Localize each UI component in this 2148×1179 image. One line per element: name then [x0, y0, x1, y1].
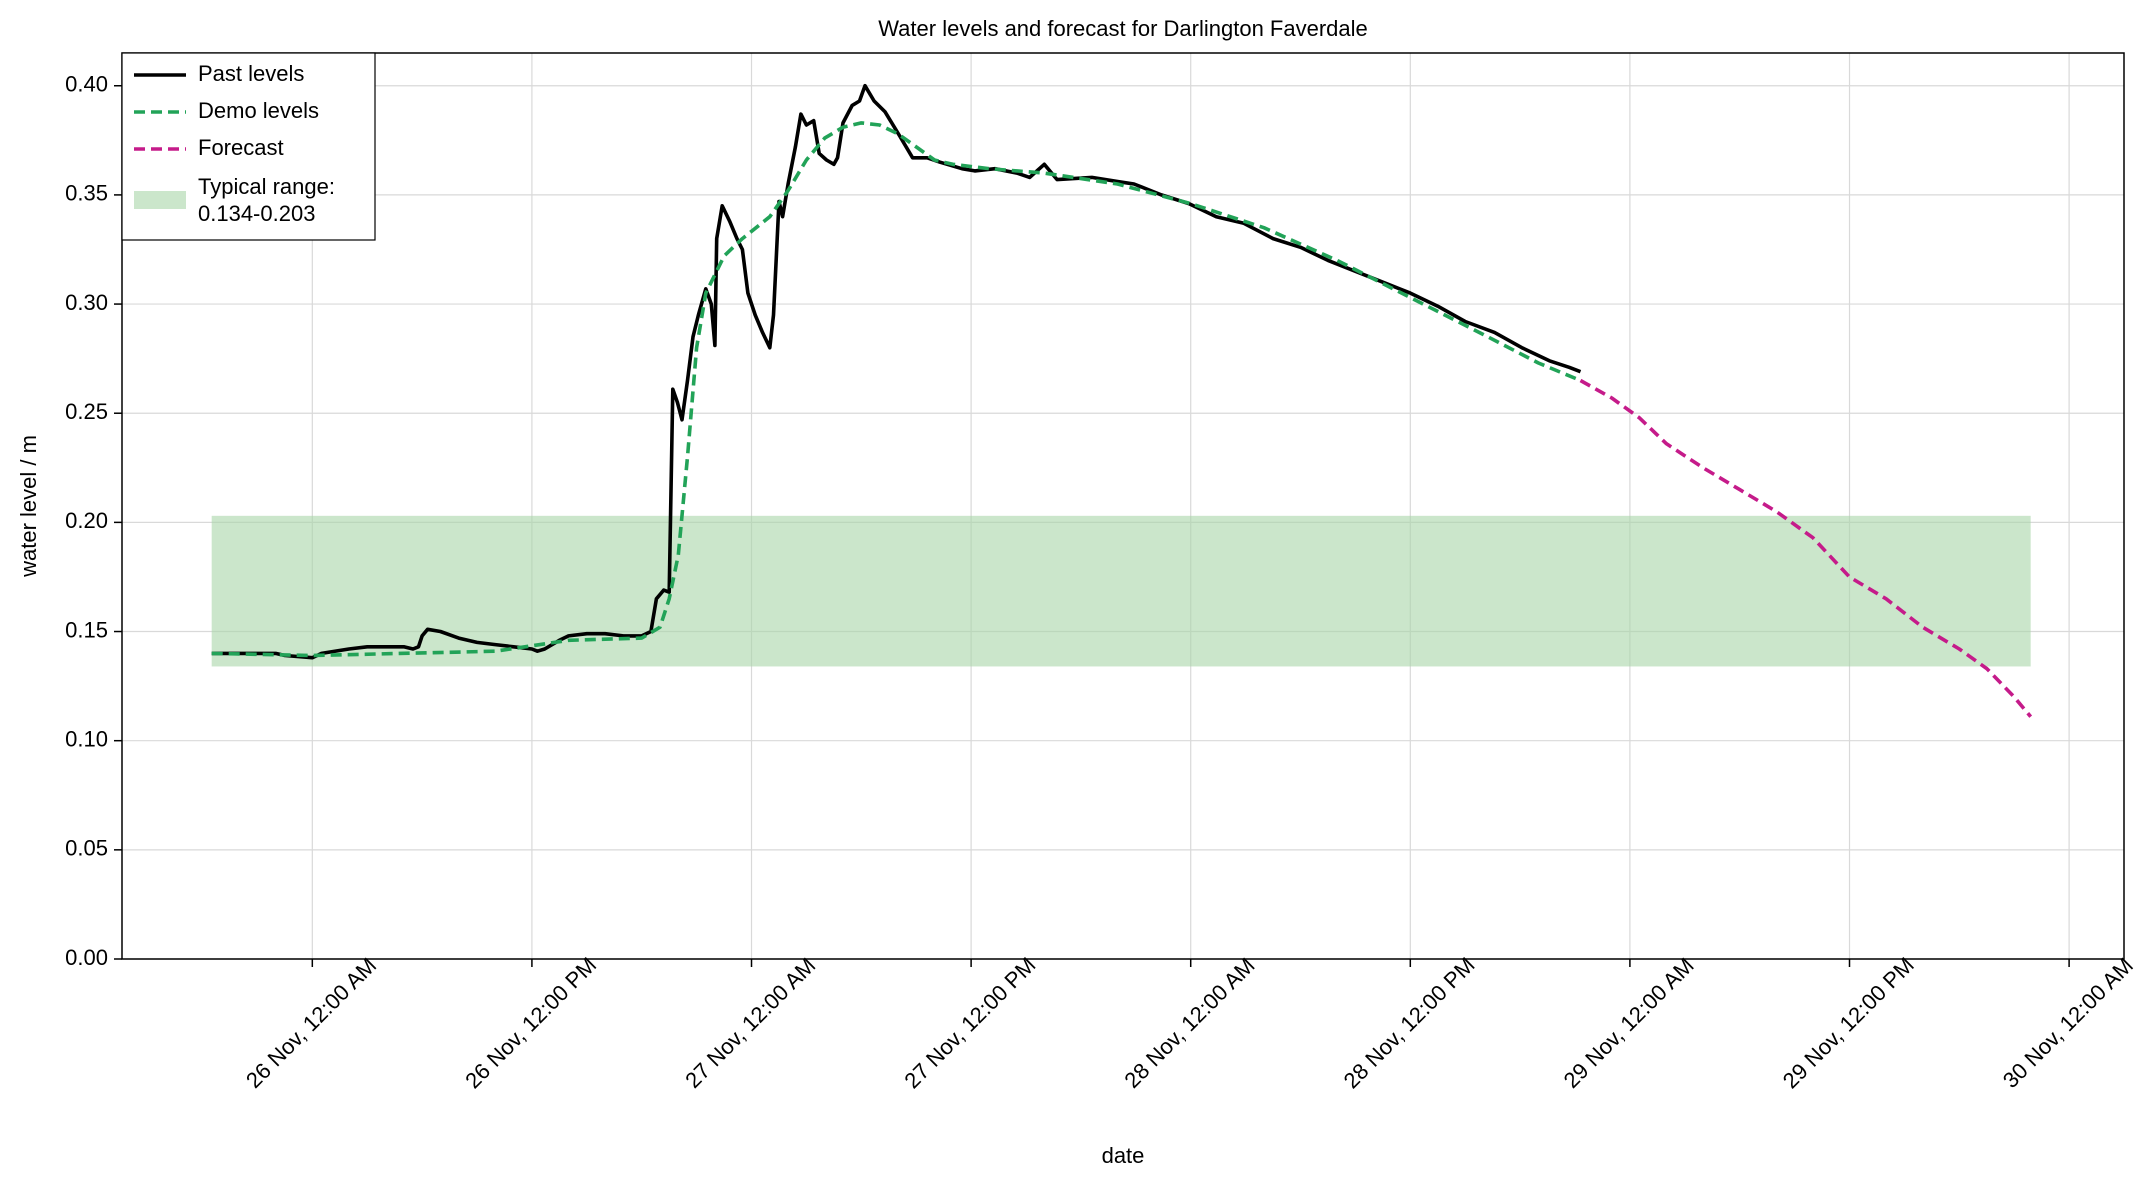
legend-label: Past levels	[198, 61, 304, 86]
y-tick-label: 0.05	[65, 836, 108, 861]
y-tick-label: 0.00	[65, 945, 108, 970]
legend-label: Demo levels	[198, 98, 319, 123]
typical-range-band	[211, 515, 2031, 667]
y-tick-label: 0.20	[65, 508, 108, 533]
series-line	[1579, 378, 2033, 718]
legend-label: Typical range:	[198, 174, 335, 199]
y-tick-label: 0.35	[65, 181, 108, 206]
legend-label: 0.134-0.203	[198, 201, 315, 226]
chart-title: Water levels and forecast for Darlington…	[878, 16, 1368, 41]
y-axis-label: water level / m	[16, 435, 41, 578]
legend-label: Forecast	[198, 135, 284, 160]
y-tick-label: 0.15	[65, 617, 108, 642]
legend-swatch	[134, 191, 186, 209]
y-tick-label: 0.30	[65, 290, 108, 315]
y-tick-label: 0.40	[65, 72, 108, 97]
plot-frame	[121, 52, 2125, 960]
y-tick-label: 0.25	[65, 399, 108, 424]
series-line	[211, 121, 1582, 658]
y-tick-label: 0.10	[65, 726, 108, 751]
x-axis-label: date	[1102, 1143, 1145, 1168]
series-line	[211, 83, 1582, 660]
